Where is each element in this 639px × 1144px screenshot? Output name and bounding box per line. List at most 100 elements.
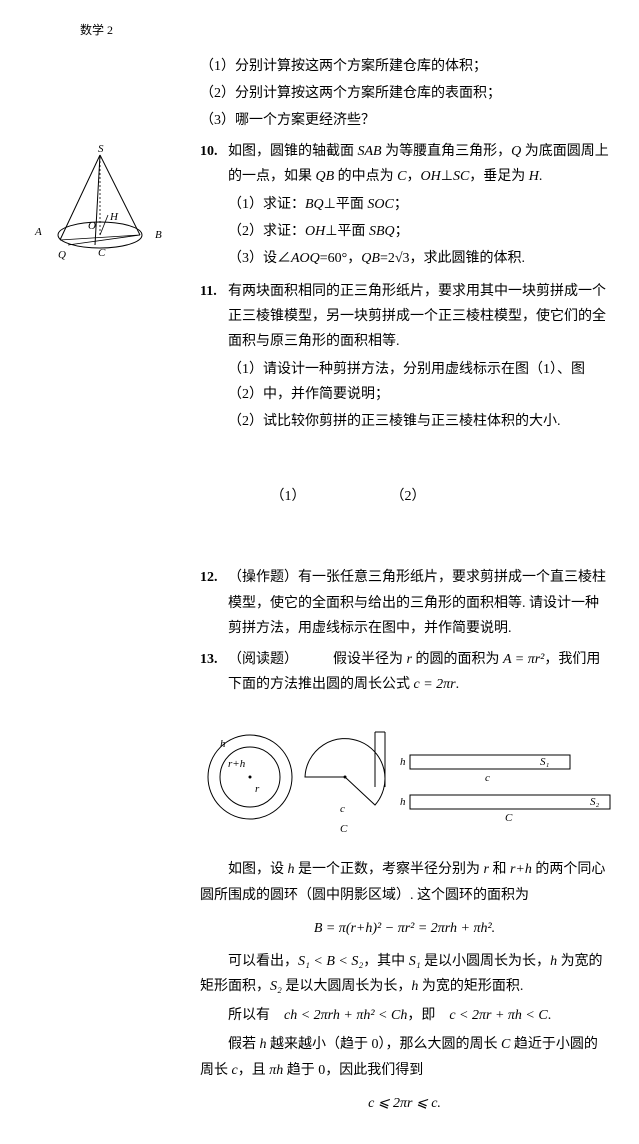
q9-sub2: （2）分别计算按这两个方案所建仓库的表面积； bbox=[200, 81, 609, 106]
svg-text:C: C bbox=[98, 247, 106, 259]
formula: c < 2πr + πh < C bbox=[449, 1008, 547, 1023]
cone-diagram: S A B O H C Q bbox=[30, 140, 170, 280]
var: SBQ bbox=[369, 224, 395, 239]
text: 假若 bbox=[228, 1037, 260, 1052]
formula: ch < 2πrh + πh² < Ch bbox=[284, 1008, 407, 1023]
text: （1）求证： bbox=[228, 197, 305, 212]
para-3: 所以有 ch < 2πrh + πh² < Ch，即 c < 2πr + πh … bbox=[200, 1003, 609, 1028]
text: 如图，设 bbox=[228, 862, 288, 877]
text: ； bbox=[394, 197, 408, 212]
var: h bbox=[550, 954, 557, 969]
problem-number: 13. bbox=[200, 647, 228, 697]
fig-label-2: （2） bbox=[348, 484, 468, 509]
var: SOC bbox=[367, 197, 393, 212]
text: 为等腰直角三角形， bbox=[382, 144, 512, 159]
text: 的圆的面积为 bbox=[412, 652, 503, 667]
text: ，且 bbox=[238, 1063, 270, 1078]
text: ，其中 bbox=[363, 954, 409, 969]
text: =2√3 bbox=[380, 251, 410, 266]
svg-text:B: B bbox=[155, 229, 162, 241]
var: BQ bbox=[305, 197, 324, 212]
problem-12: 12. （操作题）有一张任意三角形纸片，要求剪拼成一个直三棱柱模型，使它的全面积… bbox=[200, 565, 609, 641]
text: . bbox=[539, 169, 543, 184]
var: SAB bbox=[358, 144, 382, 159]
text: ⊥ bbox=[441, 169, 453, 184]
var: H bbox=[529, 169, 539, 184]
var: QB bbox=[361, 251, 380, 266]
text: （2）求证： bbox=[228, 224, 305, 239]
formula: S₁ < B < S₂ bbox=[298, 954, 363, 969]
svg-text:Q: Q bbox=[58, 249, 66, 261]
text: 有两块面积相同的正三角形纸片，要求用其中一块剪拼成一个正三棱锥模型，另一块剪拼成… bbox=[228, 284, 606, 349]
text: （2）试比较你剪拼的正三棱锥与正三棱柱体积的大小. bbox=[228, 409, 609, 434]
problem-text: 如图，圆锥的轴截面 SAB 为等腰直角三角形，Q 为底面圆周上的一点，如果 QB… bbox=[228, 139, 609, 273]
text: 越来越小（趋于 0），那么大圆的周长 bbox=[267, 1037, 502, 1052]
var: Q bbox=[511, 144, 521, 159]
text: =60°， bbox=[320, 251, 362, 266]
problem-10: 10. 如图，圆锥的轴截面 SAB 为等腰直角三角形，Q 为底面圆周上的一点，如… bbox=[200, 139, 609, 273]
problem-number: 12. bbox=[200, 565, 228, 641]
formula: A = πr² bbox=[503, 652, 544, 667]
formula-final: c ⩽ 2πr ⩽ c. bbox=[200, 1091, 609, 1116]
text: 是以小圆周长为长， bbox=[421, 954, 551, 969]
para-4: 假若 h 越来越小（趋于 0），那么大圆的周长 C 趋近于小圆的周长 c，且 π… bbox=[200, 1032, 609, 1082]
var: C bbox=[397, 169, 406, 184]
problem-number: 10. bbox=[200, 139, 228, 273]
svg-text:S₁: S₁ bbox=[540, 756, 550, 768]
var: SC bbox=[453, 169, 469, 184]
svg-text:S₂: S₂ bbox=[590, 796, 600, 808]
text: ，求此圆锥的体积. bbox=[410, 251, 526, 266]
var: h bbox=[411, 979, 418, 994]
svg-text:r: r bbox=[255, 783, 260, 795]
text: ⊥平面 bbox=[325, 224, 369, 239]
para-2: 可以看出，S₁ < B < S₂，其中 S₁ 是以小圆周长为长，h 为宽的矩形面… bbox=[200, 949, 609, 999]
text: ， bbox=[407, 169, 421, 184]
text: （3）设∠ bbox=[228, 251, 291, 266]
text: 趋于 0，因此我们得到 bbox=[283, 1063, 423, 1078]
svg-text:h: h bbox=[220, 738, 226, 750]
q9-sub1: （1）分别计算按这两个方案所建仓库的体积； bbox=[200, 54, 609, 79]
text: . bbox=[456, 677, 460, 692]
circles-diagram: h r+h r c C h S₁ c h S₂ C bbox=[200, 717, 609, 837]
var: r+h bbox=[510, 862, 532, 877]
text: ⊥平面 bbox=[324, 197, 368, 212]
q9-sub3: （3）哪一个方案更经济些？ bbox=[200, 108, 609, 133]
problem-text: （操作题）有一张任意三角形纸片，要求剪拼成一个直三棱柱模型，使它的全面积与给出的… bbox=[228, 565, 609, 641]
svg-text:O: O bbox=[88, 220, 96, 232]
page-header: 数学 2 bbox=[80, 20, 609, 42]
var: OH bbox=[421, 169, 441, 184]
var: S₂ bbox=[270, 979, 282, 994]
svg-text:h: h bbox=[400, 756, 406, 768]
problem-text: 有两块面积相同的正三角形纸片，要求用其中一块剪拼成一个正三棱锥模型，另一块剪拼成… bbox=[228, 279, 609, 559]
svg-text:c: c bbox=[340, 803, 345, 815]
var: OH bbox=[305, 224, 325, 239]
text: 为宽的矩形面积. bbox=[418, 979, 523, 994]
text: 可以看出， bbox=[228, 954, 298, 969]
text: ； bbox=[395, 224, 409, 239]
svg-text:C: C bbox=[340, 823, 348, 835]
var: C bbox=[501, 1037, 510, 1052]
problem-number: 11. bbox=[200, 279, 228, 559]
text: （1）请设计一种剪拼方法，分别用虚线标示在图（1）、图（2）中，并作简要说明； bbox=[228, 357, 609, 407]
svg-text:h: h bbox=[400, 796, 406, 808]
text: 所以有 bbox=[228, 1008, 284, 1023]
svg-text:c: c bbox=[485, 772, 490, 784]
problem-11: 11. 有两块面积相同的正三角形纸片，要求用其中一块剪拼成一个正三棱锥模型，另一… bbox=[200, 279, 609, 559]
var: h bbox=[260, 1037, 267, 1052]
text: 是以大圆周长为长， bbox=[282, 979, 412, 994]
text: 和 bbox=[489, 862, 510, 877]
text: ，即 bbox=[407, 1008, 449, 1023]
para-1: 如图，设 h 是一个正数，考察半径分别为 r 和 r+h 的两个同心圆所围成的圆… bbox=[200, 857, 609, 907]
var: h bbox=[288, 862, 295, 877]
fig-label-1: （1） bbox=[228, 484, 348, 509]
problem-text: （阅读题） 假设半径为 r 的圆的面积为 A = πr²，我们用下面的方法推出圆… bbox=[228, 647, 609, 697]
formula: c = 2πr bbox=[414, 677, 456, 692]
var: S₁ bbox=[409, 954, 421, 969]
problem-13: 13. （阅读题） 假设半径为 r 的圆的面积为 A = πr²，我们用下面的方… bbox=[200, 647, 609, 697]
svg-text:r+h: r+h bbox=[228, 758, 246, 770]
var: AOQ bbox=[291, 251, 320, 266]
text: . bbox=[548, 1008, 552, 1023]
text: 如图，圆锥的轴截面 bbox=[228, 144, 358, 159]
svg-text:H: H bbox=[109, 211, 119, 223]
formula-B: B = π(r+h)² − πr² = 2πrh + πh². bbox=[200, 916, 609, 941]
